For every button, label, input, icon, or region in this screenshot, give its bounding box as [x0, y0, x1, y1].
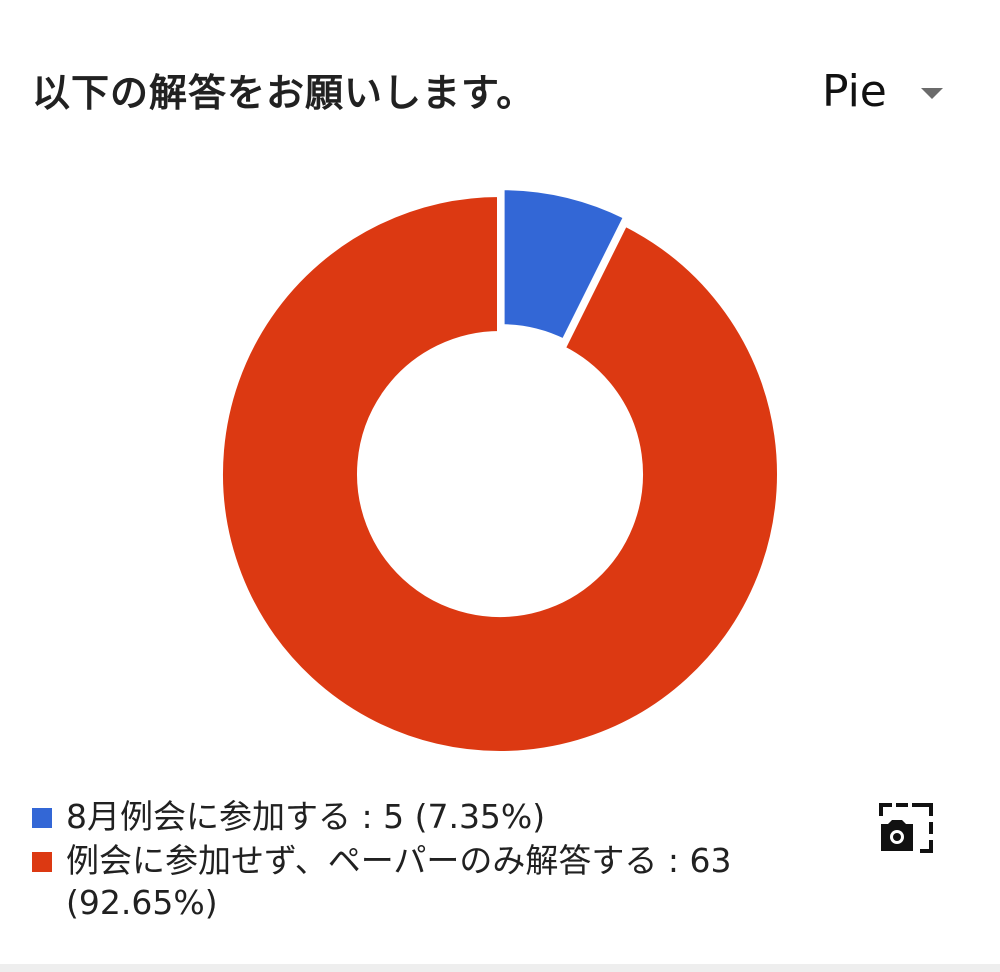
bottom-divider [0, 964, 1000, 972]
chart-type-dropdown[interactable]: Pie [822, 66, 943, 117]
legend-item: 8月例会に参加する : 5 (7.35%) [32, 796, 812, 838]
legend-label: 8月例会に参加する : 5 (7.35%) [66, 797, 546, 836]
caret-down-icon [920, 88, 943, 99]
legend-label: 例会に参加せず、ペーパーのみ解答する : 63 (92.65%) [66, 841, 732, 922]
camera-snapshot-icon[interactable] [878, 802, 934, 854]
legend-swatch [32, 852, 52, 872]
pie-slice-1[interactable] [217, 190, 783, 757]
legend-item: 例会に参加せず、ペーパーのみ解答する : 63 (92.65%) [32, 840, 812, 924]
legend: 8月例会に参加する : 5 (7.35%) 例会に参加せず、ペーパーのみ解答する… [32, 796, 812, 926]
legend-swatch [32, 808, 52, 828]
chart-title: 以下の解答をお願いします。 [32, 71, 536, 115]
pie-slice-0[interactable] [498, 184, 631, 346]
chart-type-label: Pie [822, 66, 887, 117]
